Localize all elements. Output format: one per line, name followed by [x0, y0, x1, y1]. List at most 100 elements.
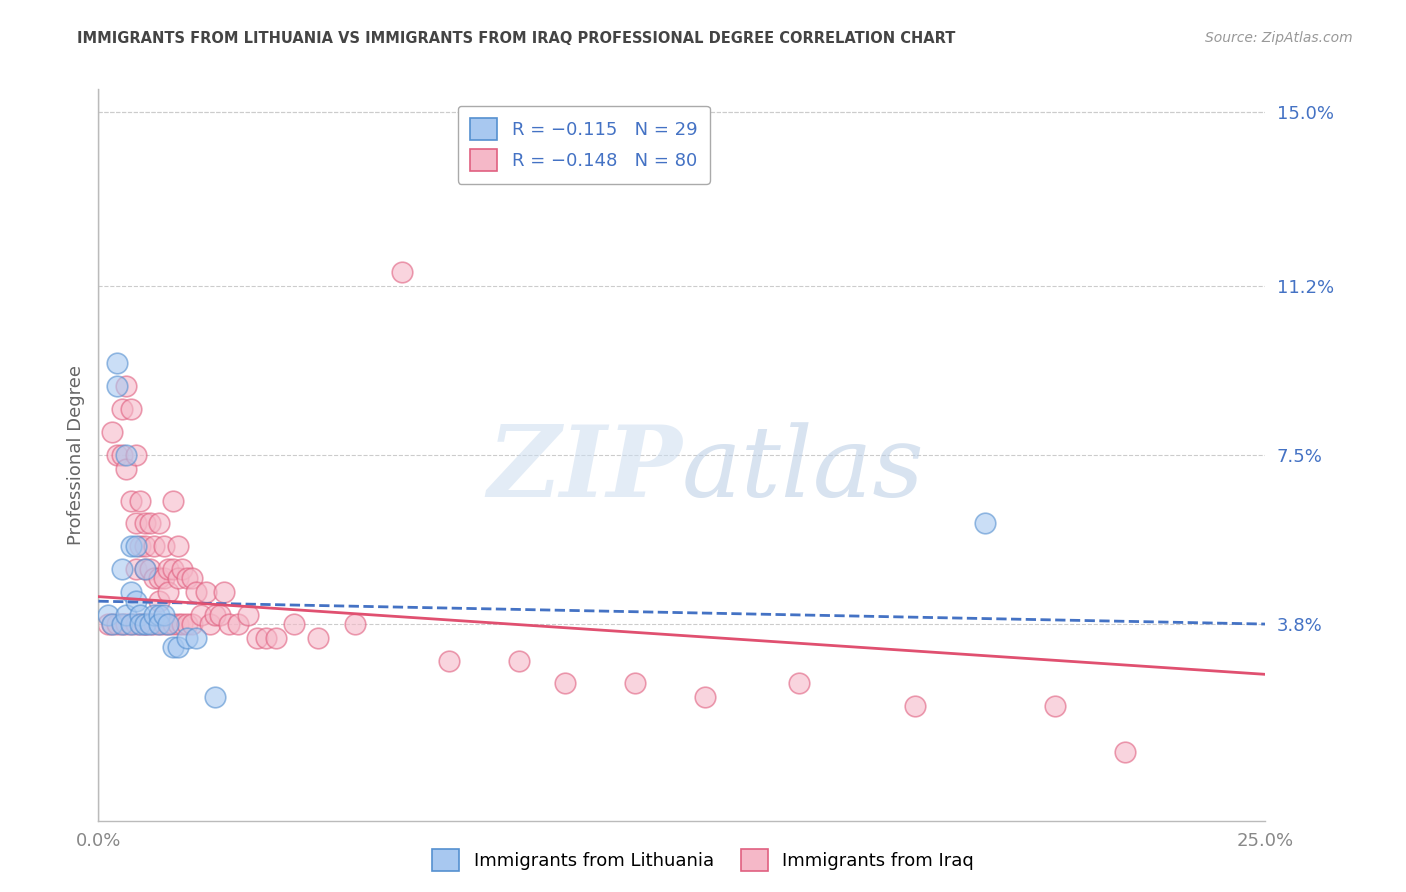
Point	[344, 617, 367, 632]
Point	[391, 265, 413, 279]
Point	[508, 654, 530, 668]
Point	[162, 493, 184, 508]
Point	[256, 631, 278, 645]
Point	[139, 516, 162, 531]
Point	[148, 607, 170, 622]
Point	[97, 607, 120, 622]
Point	[129, 617, 152, 632]
Point	[204, 607, 226, 622]
Point	[152, 539, 174, 553]
Point	[437, 654, 460, 668]
Point	[176, 571, 198, 585]
Point	[125, 448, 148, 462]
Point	[218, 617, 240, 632]
Point	[152, 607, 174, 622]
Point	[176, 631, 198, 645]
Point	[162, 562, 184, 576]
Point	[134, 617, 156, 632]
Text: ZIP: ZIP	[486, 421, 682, 517]
Point	[186, 631, 208, 645]
Point	[787, 676, 810, 690]
Text: IMMIGRANTS FROM LITHUANIA VS IMMIGRANTS FROM IRAQ PROFESSIONAL DEGREE CORRELATIO: IMMIGRANTS FROM LITHUANIA VS IMMIGRANTS …	[77, 31, 956, 46]
Legend: Immigrants from Lithuania, Immigrants from Iraq: Immigrants from Lithuania, Immigrants fr…	[425, 842, 981, 879]
Point	[97, 617, 120, 632]
Point	[134, 539, 156, 553]
Point	[1114, 745, 1136, 759]
Point	[120, 617, 142, 632]
Point	[148, 617, 170, 632]
Point	[166, 571, 188, 585]
Point	[152, 617, 174, 632]
Point	[228, 617, 250, 632]
Point	[624, 676, 647, 690]
Text: Source: ZipAtlas.com: Source: ZipAtlas.com	[1205, 31, 1353, 45]
Point	[115, 379, 138, 393]
Point	[129, 539, 152, 553]
Point	[125, 539, 148, 553]
Point	[157, 562, 180, 576]
Point	[105, 356, 128, 371]
Point	[111, 617, 134, 632]
Point	[143, 539, 166, 553]
Point	[172, 562, 194, 576]
Point	[120, 617, 142, 632]
Point	[125, 594, 148, 608]
Point	[101, 617, 124, 632]
Point	[101, 425, 124, 439]
Point	[236, 607, 259, 622]
Point	[200, 617, 222, 632]
Point	[190, 607, 212, 622]
Point	[134, 617, 156, 632]
Point	[1045, 699, 1067, 714]
Point	[120, 402, 142, 417]
Point	[162, 617, 184, 632]
Point	[120, 539, 142, 553]
Point	[134, 617, 156, 632]
Point	[157, 585, 180, 599]
Point	[105, 448, 128, 462]
Point	[134, 516, 156, 531]
Point	[115, 607, 138, 622]
Point	[180, 571, 202, 585]
Point	[111, 617, 134, 632]
Point	[111, 448, 134, 462]
Point	[134, 562, 156, 576]
Point	[115, 448, 138, 462]
Point	[166, 640, 188, 654]
Text: atlas: atlas	[682, 422, 925, 517]
Point	[152, 571, 174, 585]
Point	[143, 607, 166, 622]
Y-axis label: Professional Degree: Professional Degree	[66, 365, 84, 545]
Point	[143, 571, 166, 585]
Point	[148, 617, 170, 632]
Point	[208, 607, 231, 622]
Point	[554, 676, 576, 690]
Legend: R = −0.115   N = 29, R = −0.148   N = 80: R = −0.115 N = 29, R = −0.148 N = 80	[457, 105, 710, 184]
Point	[246, 631, 269, 645]
Point	[162, 640, 184, 654]
Point	[129, 607, 152, 622]
Point	[115, 461, 138, 475]
Point	[111, 562, 134, 576]
Point	[166, 539, 188, 553]
Point	[120, 585, 142, 599]
Point	[143, 617, 166, 632]
Point	[105, 617, 128, 632]
Point	[176, 617, 198, 632]
Point	[974, 516, 997, 531]
Point	[134, 562, 156, 576]
Point	[194, 585, 217, 599]
Point	[264, 631, 287, 645]
Point	[139, 617, 162, 632]
Point	[307, 631, 329, 645]
Point	[148, 594, 170, 608]
Point	[129, 493, 152, 508]
Point	[172, 617, 194, 632]
Point	[904, 699, 927, 714]
Point	[148, 516, 170, 531]
Point	[186, 585, 208, 599]
Point	[214, 585, 236, 599]
Point	[111, 402, 134, 417]
Point	[125, 516, 148, 531]
Point	[157, 617, 180, 632]
